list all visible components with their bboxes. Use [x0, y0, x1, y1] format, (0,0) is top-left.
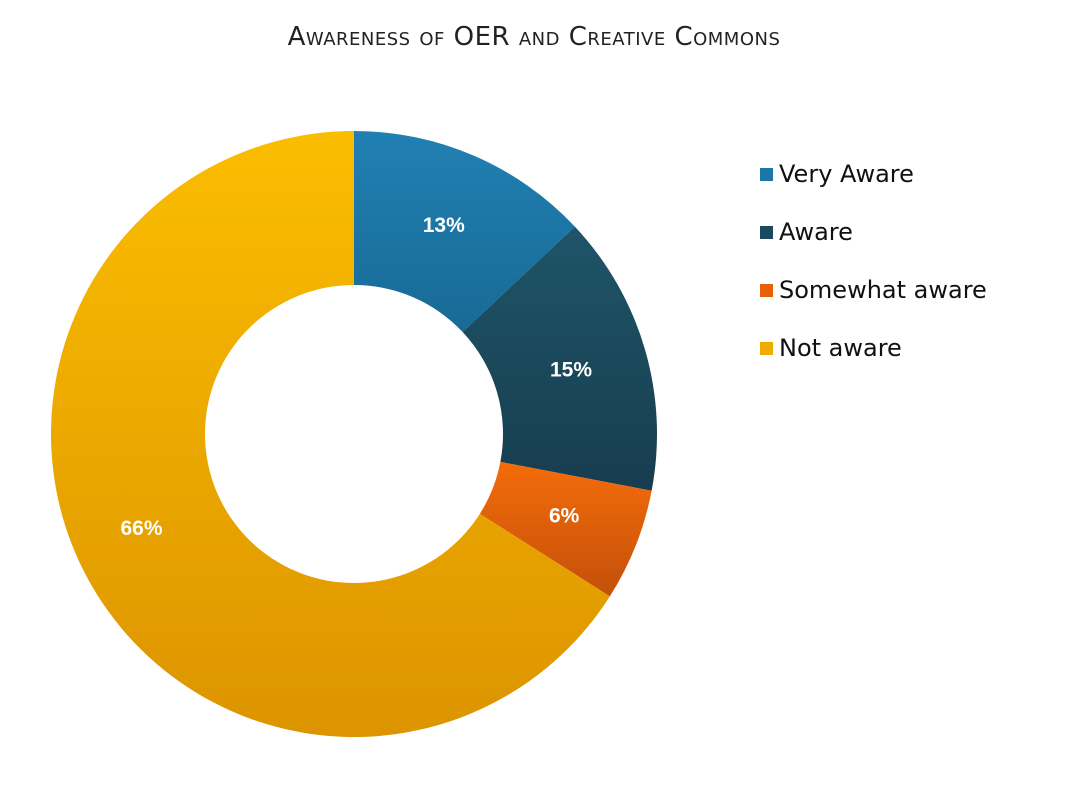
legend-swatch-somewhat-aware: [760, 284, 773, 297]
legend-label-aware: Aware: [779, 218, 853, 246]
legend-swatch-very-aware: [760, 168, 773, 181]
legend-swatch-not-aware: [760, 342, 773, 355]
donut-chart: 13% 15% 6% 66%: [0, 0, 720, 791]
donut-slices: [51, 131, 657, 737]
legend-label-very-aware: Very Aware: [779, 160, 914, 188]
slice-label-not-aware: 66%: [120, 517, 162, 540]
slice-label-somewhat-aware: 6%: [549, 505, 580, 528]
slice-label-aware: 15%: [550, 358, 592, 381]
legend-swatch-aware: [760, 226, 773, 239]
legend-item-somewhat-aware: Somewhat aware: [760, 261, 987, 319]
legend-item-aware: Aware: [760, 203, 987, 261]
legend-label-somewhat-aware: Somewhat aware: [779, 276, 987, 304]
legend: Very Aware Aware Somewhat aware Not awar…: [760, 145, 987, 377]
legend-label-not-aware: Not aware: [779, 334, 902, 362]
slice-label-very-aware: 13%: [423, 214, 465, 237]
legend-item-very-aware: Very Aware: [760, 145, 987, 203]
legend-item-not-aware: Not aware: [760, 319, 987, 377]
